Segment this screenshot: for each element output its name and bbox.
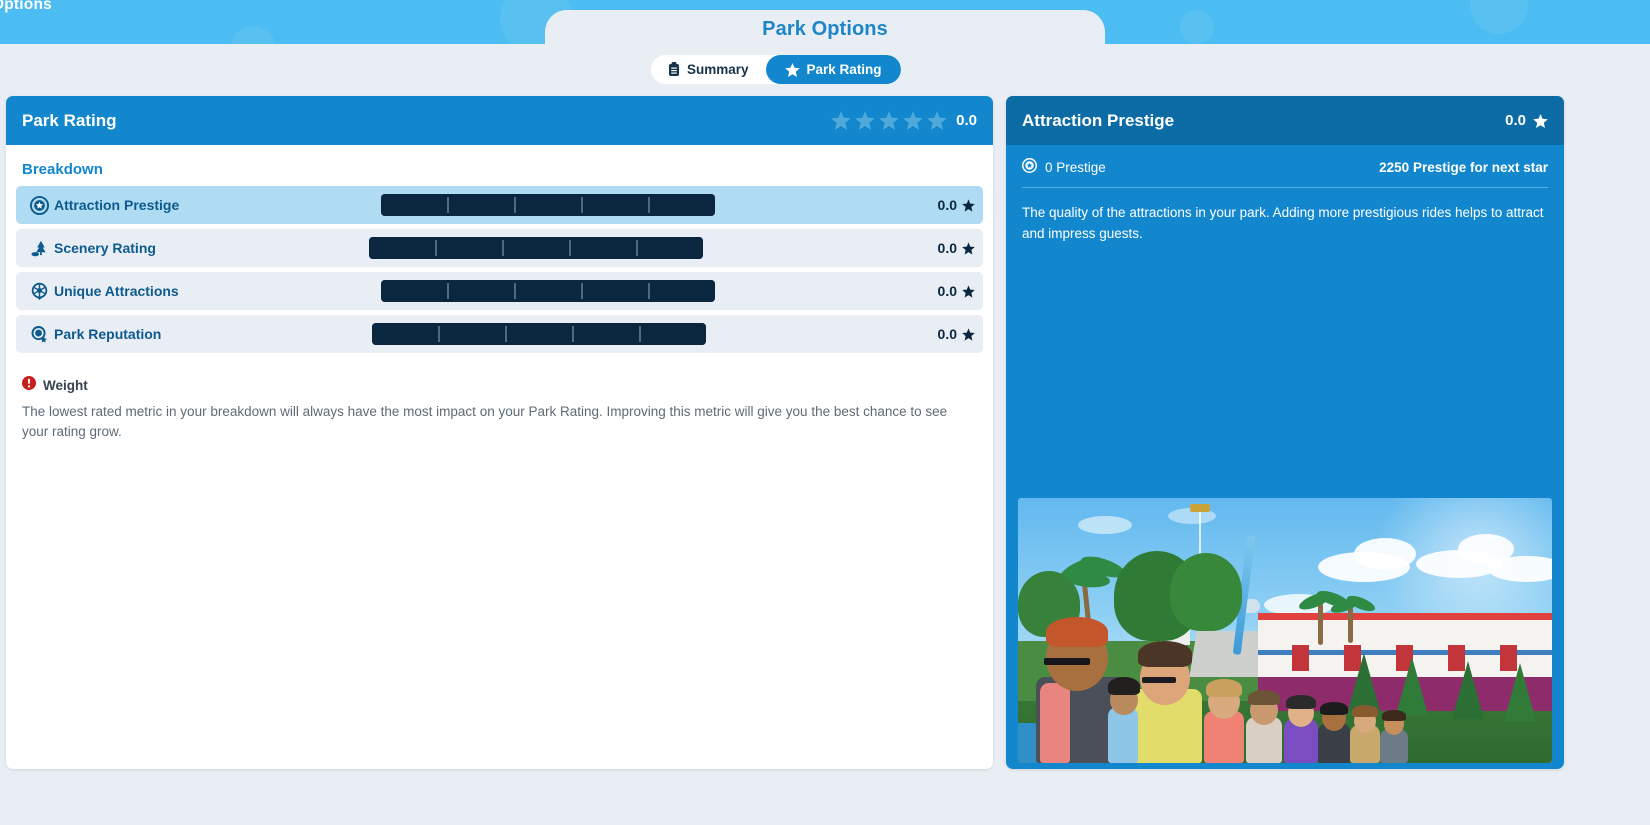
ferris-wheel-icon [24, 282, 54, 301]
park-rating-title: Park Rating [22, 110, 117, 130]
reputation-badge-icon [24, 325, 54, 344]
attraction-prestige-header: Attraction Prestige 0.0 [1006, 96, 1564, 145]
breakdown-row-meter-wrap [156, 237, 917, 259]
park-guests-artwork [1018, 498, 1552, 763]
star-icon-empty-4 [903, 111, 923, 130]
weight-description: The lowest rated metric in your breakdow… [22, 404, 948, 439]
tab-park-rating[interactable]: Park Rating [765, 55, 901, 84]
prestige-star-circle-icon [1022, 158, 1037, 176]
breakdown-row-meter-wrap [179, 280, 917, 302]
breakdown-row-value: 0.0 [937, 240, 957, 256]
park-rating-value: 0.0 [956, 112, 977, 129]
star-icon [962, 241, 975, 255]
breakdown-row-park-reputation[interactable]: Park Reputation 0.0 [16, 315, 983, 353]
breakdown-row-label: Unique Attractions [54, 283, 179, 299]
park-rating-panel: Park Rating 0.0 Breakdown Attraction Pre… [6, 96, 993, 769]
star-icon [962, 327, 975, 341]
prestige-current-value: 0 Prestige [1045, 159, 1106, 175]
tab-park-rating-label: Park Rating [806, 62, 882, 77]
breakdown-row-meter-wrap [179, 194, 917, 216]
breakdown-row-value-wrap: 0.0 [917, 240, 975, 256]
prestige-next-star: 2250 Prestige for next star [1379, 159, 1548, 175]
header-plate [519, 10, 1131, 90]
breakdown-row-value-wrap: 0.0 [917, 326, 975, 342]
prestige-star-circle-icon [24, 195, 54, 215]
breakdown-row-value: 0.0 [937, 283, 957, 299]
tab-summary[interactable]: Summary [651, 55, 766, 84]
star-icon [784, 62, 800, 77]
attraction-prestige-title: Attraction Prestige [1022, 110, 1175, 130]
divider [1022, 187, 1548, 188]
breadcrumb: Options [0, 0, 52, 13]
tab-bar: Summary Park Rating [651, 55, 901, 84]
star-icon [962, 198, 975, 212]
breakdown-row-label: Attraction Prestige [54, 197, 180, 213]
tree-icon [24, 239, 54, 258]
breakdown-row-meter-wrap [161, 323, 917, 345]
star-icon [1533, 113, 1548, 128]
star-rating-display [831, 111, 947, 130]
clipboard-icon [668, 62, 680, 77]
star-icon-empty-2 [855, 111, 875, 130]
breakdown-row-value-wrap: 0.0 [917, 197, 975, 213]
star-icon-empty-3 [879, 111, 899, 130]
weight-heading: Weight [22, 376, 977, 395]
breakdown-row-value-wrap: 0.0 [917, 283, 975, 299]
park-reputation-meter [372, 323, 707, 345]
attraction-prestige-rating-value: 0.0 [1505, 112, 1526, 129]
page-title: Park Options [762, 18, 888, 40]
tab-summary-label: Summary [687, 62, 749, 77]
star-icon [962, 284, 975, 298]
park-rating-summary: 0.0 [831, 111, 977, 130]
breakdown-row-attraction-prestige[interactable]: Attraction Prestige 0.0 [16, 186, 983, 224]
attraction-prestige-panel: Attraction Prestige 0.0 0 Prestige 2250 … [1006, 96, 1564, 769]
unique-attractions-meter [380, 280, 715, 302]
warning-icon [22, 376, 36, 395]
park-rating-panel-header: Park Rating 0.0 [6, 96, 993, 145]
breakdown-row-unique-attractions[interactable]: Unique Attractions 0.0 [16, 272, 983, 310]
scenery-meter [369, 237, 704, 259]
breakdown-row-label: Scenery Rating [54, 240, 156, 256]
weight-title: Weight [43, 378, 88, 393]
breakdown-heading: Breakdown [22, 161, 103, 178]
attraction-prestige-description: The quality of the attractions in your p… [1022, 205, 1544, 241]
breakdown-row-value: 0.0 [937, 326, 957, 342]
breakdown-list: Attraction Prestige 0.0 Scenery Rating [6, 186, 993, 353]
prestige-stat-row: 0 Prestige 2250 Prestige for next star [1006, 145, 1564, 187]
prestige-meter [381, 194, 716, 216]
weight-section: Weight The lowest rated metric in your b… [6, 358, 993, 442]
attraction-prestige-rating: 0.0 [1505, 112, 1548, 129]
breakdown-row-value: 0.0 [937, 197, 957, 213]
star-icon-empty-5 [927, 111, 947, 130]
breakdown-row-label: Park Reputation [54, 326, 162, 342]
breakdown-row-scenery-rating[interactable]: Scenery Rating 0.0 [16, 229, 983, 267]
star-icon-empty-1 [831, 111, 851, 130]
prestige-current-wrap: 0 Prestige [1022, 158, 1106, 176]
